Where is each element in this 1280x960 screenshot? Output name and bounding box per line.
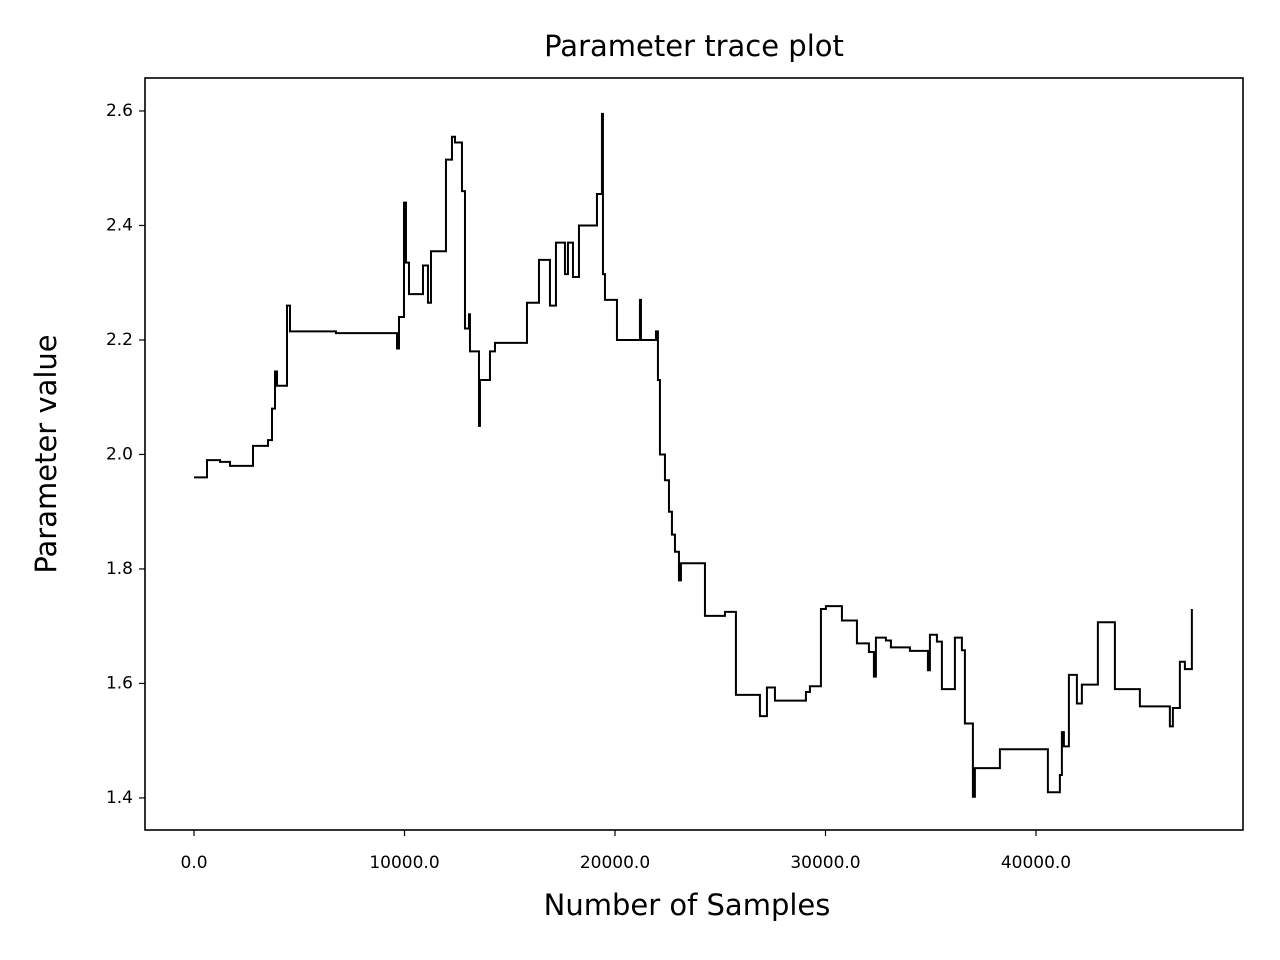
plot-frame [144, 77, 1244, 831]
x-tick-label: 40000.0 [1001, 853, 1071, 873]
y-axis-label: Parameter value [29, 334, 63, 573]
x-tick-label: 10000.0 [369, 853, 439, 873]
trace-line [194, 112, 1193, 798]
chart-title: Parameter trace plot [544, 29, 844, 63]
x-tick-label: 0.0 [180, 853, 207, 873]
y-tick-label: 2.6 [106, 101, 133, 121]
x-tick-label: 20000.0 [580, 853, 650, 873]
y-tick-label: 2.2 [106, 330, 133, 350]
y-tick-label: 1.6 [106, 673, 133, 693]
y-tick-label: 1.8 [106, 559, 133, 579]
x-axis-label: Number of Samples [544, 888, 831, 922]
y-tick-label: 1.4 [106, 788, 133, 808]
y-tick-label: 2.0 [106, 444, 133, 464]
x-tick-label: 30000.0 [790, 853, 860, 873]
y-tick-label: 2.4 [106, 215, 133, 235]
